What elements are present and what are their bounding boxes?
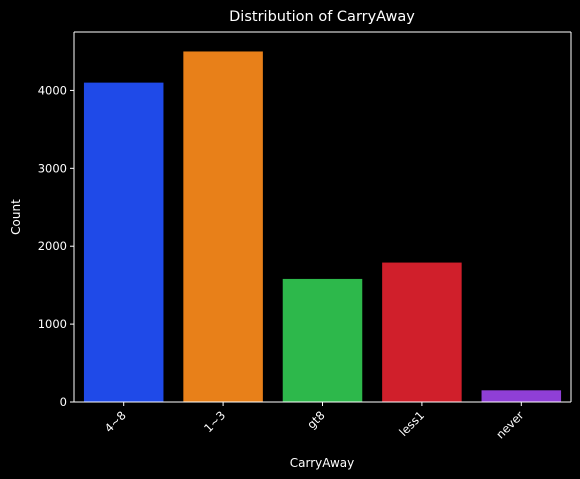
plot-area: 0 1000 2000 3000 4000 4~8 1~3 gt8 less1 never bbox=[38, 31, 572, 441]
y-axis-label: Count bbox=[9, 199, 23, 235]
chart-title: Distribution of CarryAway bbox=[229, 9, 415, 25]
x-tick-label: 1~3 bbox=[201, 408, 228, 435]
bar-gt8 bbox=[282, 278, 363, 402]
y-tick-label: 4000 bbox=[38, 83, 67, 97]
bar-never bbox=[481, 390, 562, 402]
y-tick-label: 1000 bbox=[38, 317, 67, 331]
bar-less1 bbox=[382, 262, 462, 402]
bar-4~8 bbox=[83, 82, 164, 402]
y-tick-label: 2000 bbox=[38, 239, 67, 253]
bar-1~3 bbox=[183, 51, 263, 402]
x-tick-label: gt8 bbox=[304, 408, 327, 431]
y-tick-label: 0 bbox=[60, 395, 67, 409]
x-axis-label: CarryAway bbox=[290, 456, 354, 470]
x-tick-label: never bbox=[493, 408, 526, 441]
x-tick-label: 4~8 bbox=[102, 408, 129, 435]
y-tick-label: 3000 bbox=[38, 161, 67, 175]
x-tick-label: less1 bbox=[396, 408, 427, 439]
